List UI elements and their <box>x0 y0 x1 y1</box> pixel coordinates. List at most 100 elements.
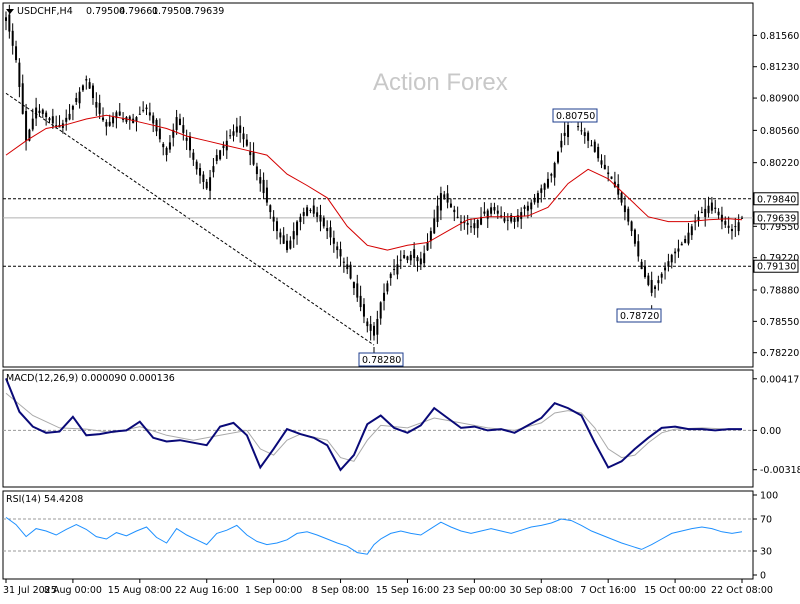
candle-body <box>510 215 513 222</box>
candle-body <box>396 264 399 275</box>
candle-body <box>557 151 559 163</box>
annotation-box <box>616 308 662 323</box>
candle-body <box>205 181 208 189</box>
candle-body <box>272 216 275 222</box>
candle-body <box>476 219 479 229</box>
x-tick-label: 15 Oct 00:00 <box>644 585 706 596</box>
macd-y-tick-label: 0.00 <box>760 426 781 437</box>
candle-body <box>289 240 292 249</box>
candle-body <box>262 179 265 194</box>
candle-body <box>643 265 646 278</box>
candle-body <box>490 207 493 214</box>
candle-body <box>356 283 359 298</box>
candle-body <box>138 113 141 115</box>
candle-body <box>75 98 78 102</box>
candle-body <box>687 232 690 244</box>
candle-body <box>480 216 483 225</box>
candle-body <box>31 118 34 130</box>
macd-label: MACD(12,26,9) 0.000090 0.000136 <box>6 373 175 384</box>
candle-body <box>255 166 258 175</box>
candle-body <box>429 231 432 242</box>
candle-body <box>269 205 272 213</box>
candle-body <box>650 279 653 293</box>
candle-body <box>741 217 743 219</box>
candle-body <box>199 167 202 176</box>
candle-body <box>704 208 707 217</box>
x-tick-label: 31 Jul 2025 <box>3 585 57 596</box>
candle-body <box>724 221 727 225</box>
candle-body <box>102 117 105 121</box>
candle-body <box>543 183 546 190</box>
candle-body <box>597 146 600 159</box>
candle-body <box>590 145 593 147</box>
candle-body <box>483 211 486 214</box>
rsi-line <box>5 516 743 555</box>
candle-body <box>282 235 285 244</box>
price-y-tick-label: 0.80560 <box>760 126 799 137</box>
candle-body <box>192 152 195 160</box>
candle-body <box>470 226 473 228</box>
candle-body <box>657 280 660 284</box>
candle-body <box>85 79 88 81</box>
candle-body <box>700 212 703 214</box>
candle-body <box>513 218 516 223</box>
candle-body <box>623 205 626 213</box>
price-panel <box>2 2 754 368</box>
candle-body <box>670 254 673 263</box>
candle-body <box>105 122 108 127</box>
candle-body <box>142 109 145 111</box>
candle-body <box>456 216 459 218</box>
candle-body <box>299 216 302 223</box>
candle-body <box>332 237 335 244</box>
candle-body <box>717 211 720 216</box>
candle-body <box>500 215 503 217</box>
x-tick-label: 23 Sep 00:00 <box>443 585 506 596</box>
candle-body <box>536 193 539 203</box>
candle-body <box>587 132 590 141</box>
candle-body <box>18 62 21 87</box>
x-tick-label: 7 Oct 16:00 <box>580 585 636 596</box>
candle-body <box>145 107 148 110</box>
candle-body <box>78 91 81 104</box>
candle-body <box>259 177 262 184</box>
candle-body <box>15 46 18 61</box>
symbol-label: USDCHF,H4 <box>17 6 73 17</box>
candle-body <box>329 227 332 238</box>
candle-body <box>433 218 436 234</box>
candle-body <box>316 212 319 217</box>
candle-body <box>148 112 151 116</box>
candle-body <box>38 110 41 114</box>
candle-body <box>630 221 633 232</box>
candle-body <box>640 261 643 270</box>
candle-body <box>45 112 48 118</box>
candle-body <box>91 85 94 99</box>
price-layer: 0.81560 0.81230 0.80900 0.80560 0.80220 0.795… <box>3 4 799 367</box>
price-y-tick-label: 0.81230 <box>760 62 799 73</box>
candle-body <box>98 102 101 114</box>
candle-body <box>697 216 700 221</box>
rsi-layer: 100 70 30 0 <box>3 491 778 582</box>
candle-body <box>419 258 422 265</box>
x-tick-label: 22 Oct 08:00 <box>711 585 773 596</box>
candle-body <box>403 254 406 259</box>
high-value: 0.79661 <box>119 6 158 17</box>
level-tag <box>753 211 799 225</box>
candle-body <box>389 273 392 279</box>
candle-body <box>577 126 580 128</box>
collapse-arrow-icon[interactable] <box>6 9 14 14</box>
candle-body <box>546 178 549 188</box>
candle-body <box>249 151 252 156</box>
candle-body <box>373 325 375 336</box>
candle-body <box>175 117 178 130</box>
x-tick-label: 8 Sep 08:00 <box>312 585 369 596</box>
candle-body <box>55 125 58 127</box>
annotation-label: 0.80750 <box>556 111 595 122</box>
x-tick-label: 1 Sep 00:00 <box>245 585 302 596</box>
candle-body <box>610 176 613 179</box>
candle-body <box>265 187 268 203</box>
candle-body <box>423 253 426 264</box>
candle-body <box>286 240 289 251</box>
candle-body <box>466 222 469 225</box>
rsi-y-tick-label: 70 <box>760 515 772 526</box>
candle-body <box>720 214 723 222</box>
